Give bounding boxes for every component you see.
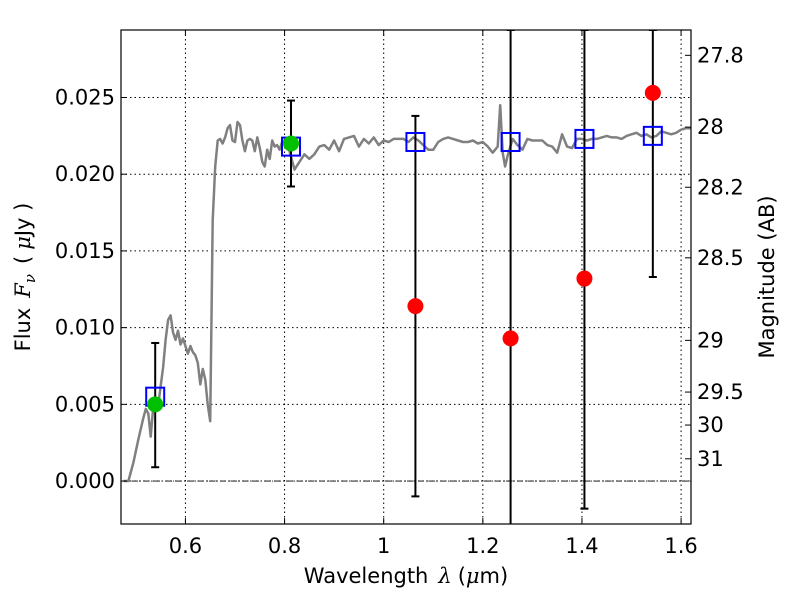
grid [121,30,691,524]
y-tick-label: 0.020 [55,162,115,186]
x-tick-label: 0.6 [169,534,202,558]
x-tick-labels: 0.6 0.8 1 1.2 1.4 1.6 [169,534,698,558]
x-axis-title: Wavelength λ (μm) [304,564,508,588]
y-tick-label: 0.005 [55,392,115,416]
model-photometry-square [642,125,663,146]
y-tick-label: 0.015 [55,239,115,263]
right-axis-title: Magnitude (AB) [755,195,779,358]
y-tick-labels: 0.000 0.005 0.010 0.015 0.020 0.025 [55,86,115,494]
right-tick-label: 29.5 [697,380,744,404]
y-tick-label: 0.000 [55,469,115,493]
errorbars [151,30,657,524]
axis-ticks [121,30,691,524]
y-tick-label: 0.010 [55,316,115,340]
model-photometry-square [500,131,521,152]
plot-frame [120,29,692,525]
model-photometry-square [405,131,426,152]
observed-flux-point [407,298,424,315]
observed-flux-point [502,330,519,347]
x-tick-label: 1.2 [466,534,499,558]
right-tick-labels: 27.8 28 28.2 28.5 29 29.5 30 31 [697,43,744,470]
y-tick-label: 0.025 [55,86,115,110]
x-tick-label: 0.8 [268,534,301,558]
right-tick-label: 27.8 [697,43,744,67]
y-axis-title: FluxFν(μJy ) [11,203,39,352]
right-tick-label: 28.5 [697,246,744,270]
observed-flux-point [644,84,661,101]
right-tick-label: 28 [697,115,724,139]
x-tick-label: 1.4 [565,534,598,558]
right-tick-label: 30 [697,413,724,437]
right-tick-label: 31 [697,447,724,471]
right-tick-label: 28.2 [697,175,744,199]
model-photometry-square [574,128,595,149]
observed-flux-markers [147,84,661,413]
x-tick-label: 1.6 [664,534,697,558]
detection-point [283,135,300,152]
observed-flux-point [576,270,593,287]
model-sed-line [123,103,691,483]
detection-point [147,396,164,413]
right-tick-label: 29 [697,328,724,352]
x-tick-label: 1 [377,534,390,558]
